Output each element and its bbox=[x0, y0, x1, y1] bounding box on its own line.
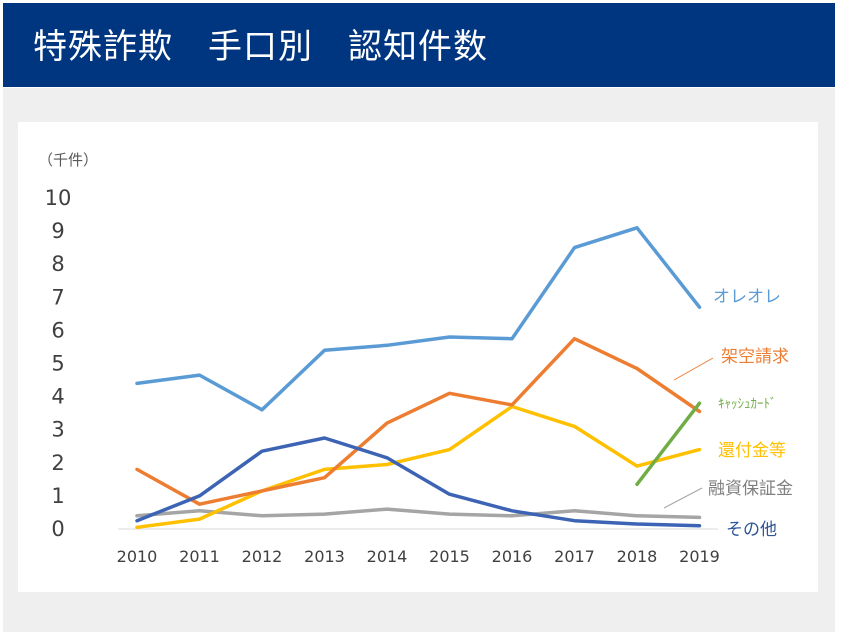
series-label-kanpukin: 還付金等 bbox=[718, 441, 786, 461]
y-tick-label: 9 bbox=[51, 219, 64, 243]
x-tick-label: 2012 bbox=[242, 547, 283, 566]
leader-line-yushi-hoshokin bbox=[663, 487, 703, 509]
series-line-kanpukin bbox=[135, 404, 702, 530]
leader-line-kakuu-seikyu bbox=[673, 357, 714, 381]
y-tick-label: 3 bbox=[51, 418, 64, 442]
y-tick-label: 6 bbox=[51, 318, 64, 342]
y-tick-label: 5 bbox=[51, 352, 64, 376]
x-tick-label: 2016 bbox=[492, 547, 533, 566]
series-line-kakuu-seikyu bbox=[135, 336, 702, 506]
series-line-cash-card bbox=[635, 401, 702, 487]
x-tick-label: 2017 bbox=[554, 547, 595, 566]
y-tick-label: 1 bbox=[51, 484, 64, 508]
page-title: 特殊詐欺 手口別 認知件数 bbox=[33, 27, 488, 67]
y-tick-label: 2 bbox=[51, 451, 64, 475]
series-label-cash-card: ｷｬｯｼｭｶｰﾄﾞ bbox=[718, 397, 777, 412]
series-label-sonota: その他 bbox=[726, 520, 777, 540]
y-unit-label: （千件） bbox=[38, 151, 98, 169]
series-label-kakuu-seikyu: 架空請求 bbox=[721, 347, 789, 367]
y-tick-label: 8 bbox=[51, 252, 64, 276]
title-banner: 特殊詐欺 手口別 認知件数 bbox=[3, 3, 835, 87]
x-tick-label: 2015 bbox=[429, 547, 470, 566]
series-line-oreore bbox=[135, 226, 702, 412]
y-tick-label: 10 bbox=[45, 186, 72, 210]
x-tick-label: 2018 bbox=[617, 547, 658, 566]
series-line-sonota bbox=[135, 436, 702, 528]
series-line-yushi-hoshokin bbox=[135, 507, 702, 520]
x-tick-label: 2011 bbox=[179, 547, 220, 566]
x-tick-label: 2014 bbox=[367, 547, 408, 566]
x-tick-label: 2013 bbox=[304, 547, 345, 566]
y-tick-label: 7 bbox=[51, 285, 64, 309]
x-tick-label: 2019 bbox=[679, 547, 720, 566]
line-chart: （千件） 0 1 2 3 4 5 6 7 8 9 10 2010 2011 2012 2013 2014 2015… bbox=[38, 151, 793, 566]
x-tick-label: 2010 bbox=[117, 547, 158, 566]
y-tick-label: 0 bbox=[51, 517, 64, 541]
series-label-yushi-hoshokin: 融資保証金 bbox=[708, 479, 793, 499]
y-tick-label: 4 bbox=[51, 385, 64, 409]
chart-card: （千件） 0 1 2 3 4 5 6 7 8 9 10 2010 2011 2012 2013 2014 2015… bbox=[18, 122, 818, 592]
series-label-oreore: オレオレ bbox=[713, 287, 781, 307]
